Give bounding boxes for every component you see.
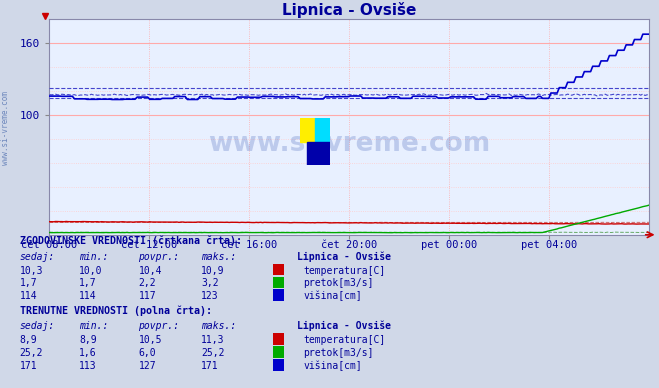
Text: 127: 127 bbox=[138, 360, 156, 371]
Text: min.:: min.: bbox=[79, 321, 109, 331]
Text: temperatura[C]: temperatura[C] bbox=[303, 265, 386, 275]
Text: 171: 171 bbox=[20, 360, 38, 371]
Text: 6,0: 6,0 bbox=[138, 348, 156, 358]
Text: 171: 171 bbox=[201, 360, 219, 371]
Text: sedaj:: sedaj: bbox=[20, 252, 55, 262]
Bar bbox=[300, 118, 315, 142]
Text: pretok[m3/s]: pretok[m3/s] bbox=[303, 278, 374, 288]
Text: višina[cm]: višina[cm] bbox=[303, 360, 362, 371]
Bar bbox=[315, 118, 330, 142]
Text: 11,3: 11,3 bbox=[201, 334, 225, 345]
Text: ZGODOVINSKE VREDNOSTI (črtkana črta):: ZGODOVINSKE VREDNOSTI (črtkana črta): bbox=[20, 236, 242, 246]
Text: povpr.:: povpr.: bbox=[138, 252, 179, 262]
Text: temperatura[C]: temperatura[C] bbox=[303, 334, 386, 345]
Text: 117: 117 bbox=[138, 291, 156, 301]
Text: Lipnica - Ovsiše: Lipnica - Ovsiše bbox=[297, 251, 391, 262]
Text: povpr.:: povpr.: bbox=[138, 321, 179, 331]
Text: 113: 113 bbox=[79, 360, 97, 371]
Text: 114: 114 bbox=[79, 291, 97, 301]
Text: 114: 114 bbox=[20, 291, 38, 301]
Text: 10,0: 10,0 bbox=[79, 265, 103, 275]
Text: 8,9: 8,9 bbox=[20, 334, 38, 345]
Text: www.si-vreme.com: www.si-vreme.com bbox=[1, 91, 10, 165]
Text: 123: 123 bbox=[201, 291, 219, 301]
Text: 1,7: 1,7 bbox=[79, 278, 97, 288]
Bar bbox=[307, 142, 330, 165]
Text: višina[cm]: višina[cm] bbox=[303, 291, 362, 301]
Text: 10,5: 10,5 bbox=[138, 334, 162, 345]
Text: 2,2: 2,2 bbox=[138, 278, 156, 288]
Text: TRENUTNE VREDNOSTI (polna črta):: TRENUTNE VREDNOSTI (polna črta): bbox=[20, 305, 212, 315]
Text: maks.:: maks.: bbox=[201, 321, 236, 331]
Text: sedaj:: sedaj: bbox=[20, 321, 55, 331]
Text: 1,7: 1,7 bbox=[20, 278, 38, 288]
Text: 3,2: 3,2 bbox=[201, 278, 219, 288]
Text: 25,2: 25,2 bbox=[20, 348, 43, 358]
Text: maks.:: maks.: bbox=[201, 252, 236, 262]
Text: 25,2: 25,2 bbox=[201, 348, 225, 358]
Text: pretok[m3/s]: pretok[m3/s] bbox=[303, 348, 374, 358]
Text: 1,6: 1,6 bbox=[79, 348, 97, 358]
Text: 10,4: 10,4 bbox=[138, 265, 162, 275]
Text: 10,9: 10,9 bbox=[201, 265, 225, 275]
Title: Lipnica - Ovsiše: Lipnica - Ovsiše bbox=[282, 2, 416, 18]
Text: www.si-vreme.com: www.si-vreme.com bbox=[208, 131, 490, 157]
Text: 10,3: 10,3 bbox=[20, 265, 43, 275]
Text: 8,9: 8,9 bbox=[79, 334, 97, 345]
Text: Lipnica - Ovsiše: Lipnica - Ovsiše bbox=[297, 320, 391, 331]
Text: min.:: min.: bbox=[79, 252, 109, 262]
